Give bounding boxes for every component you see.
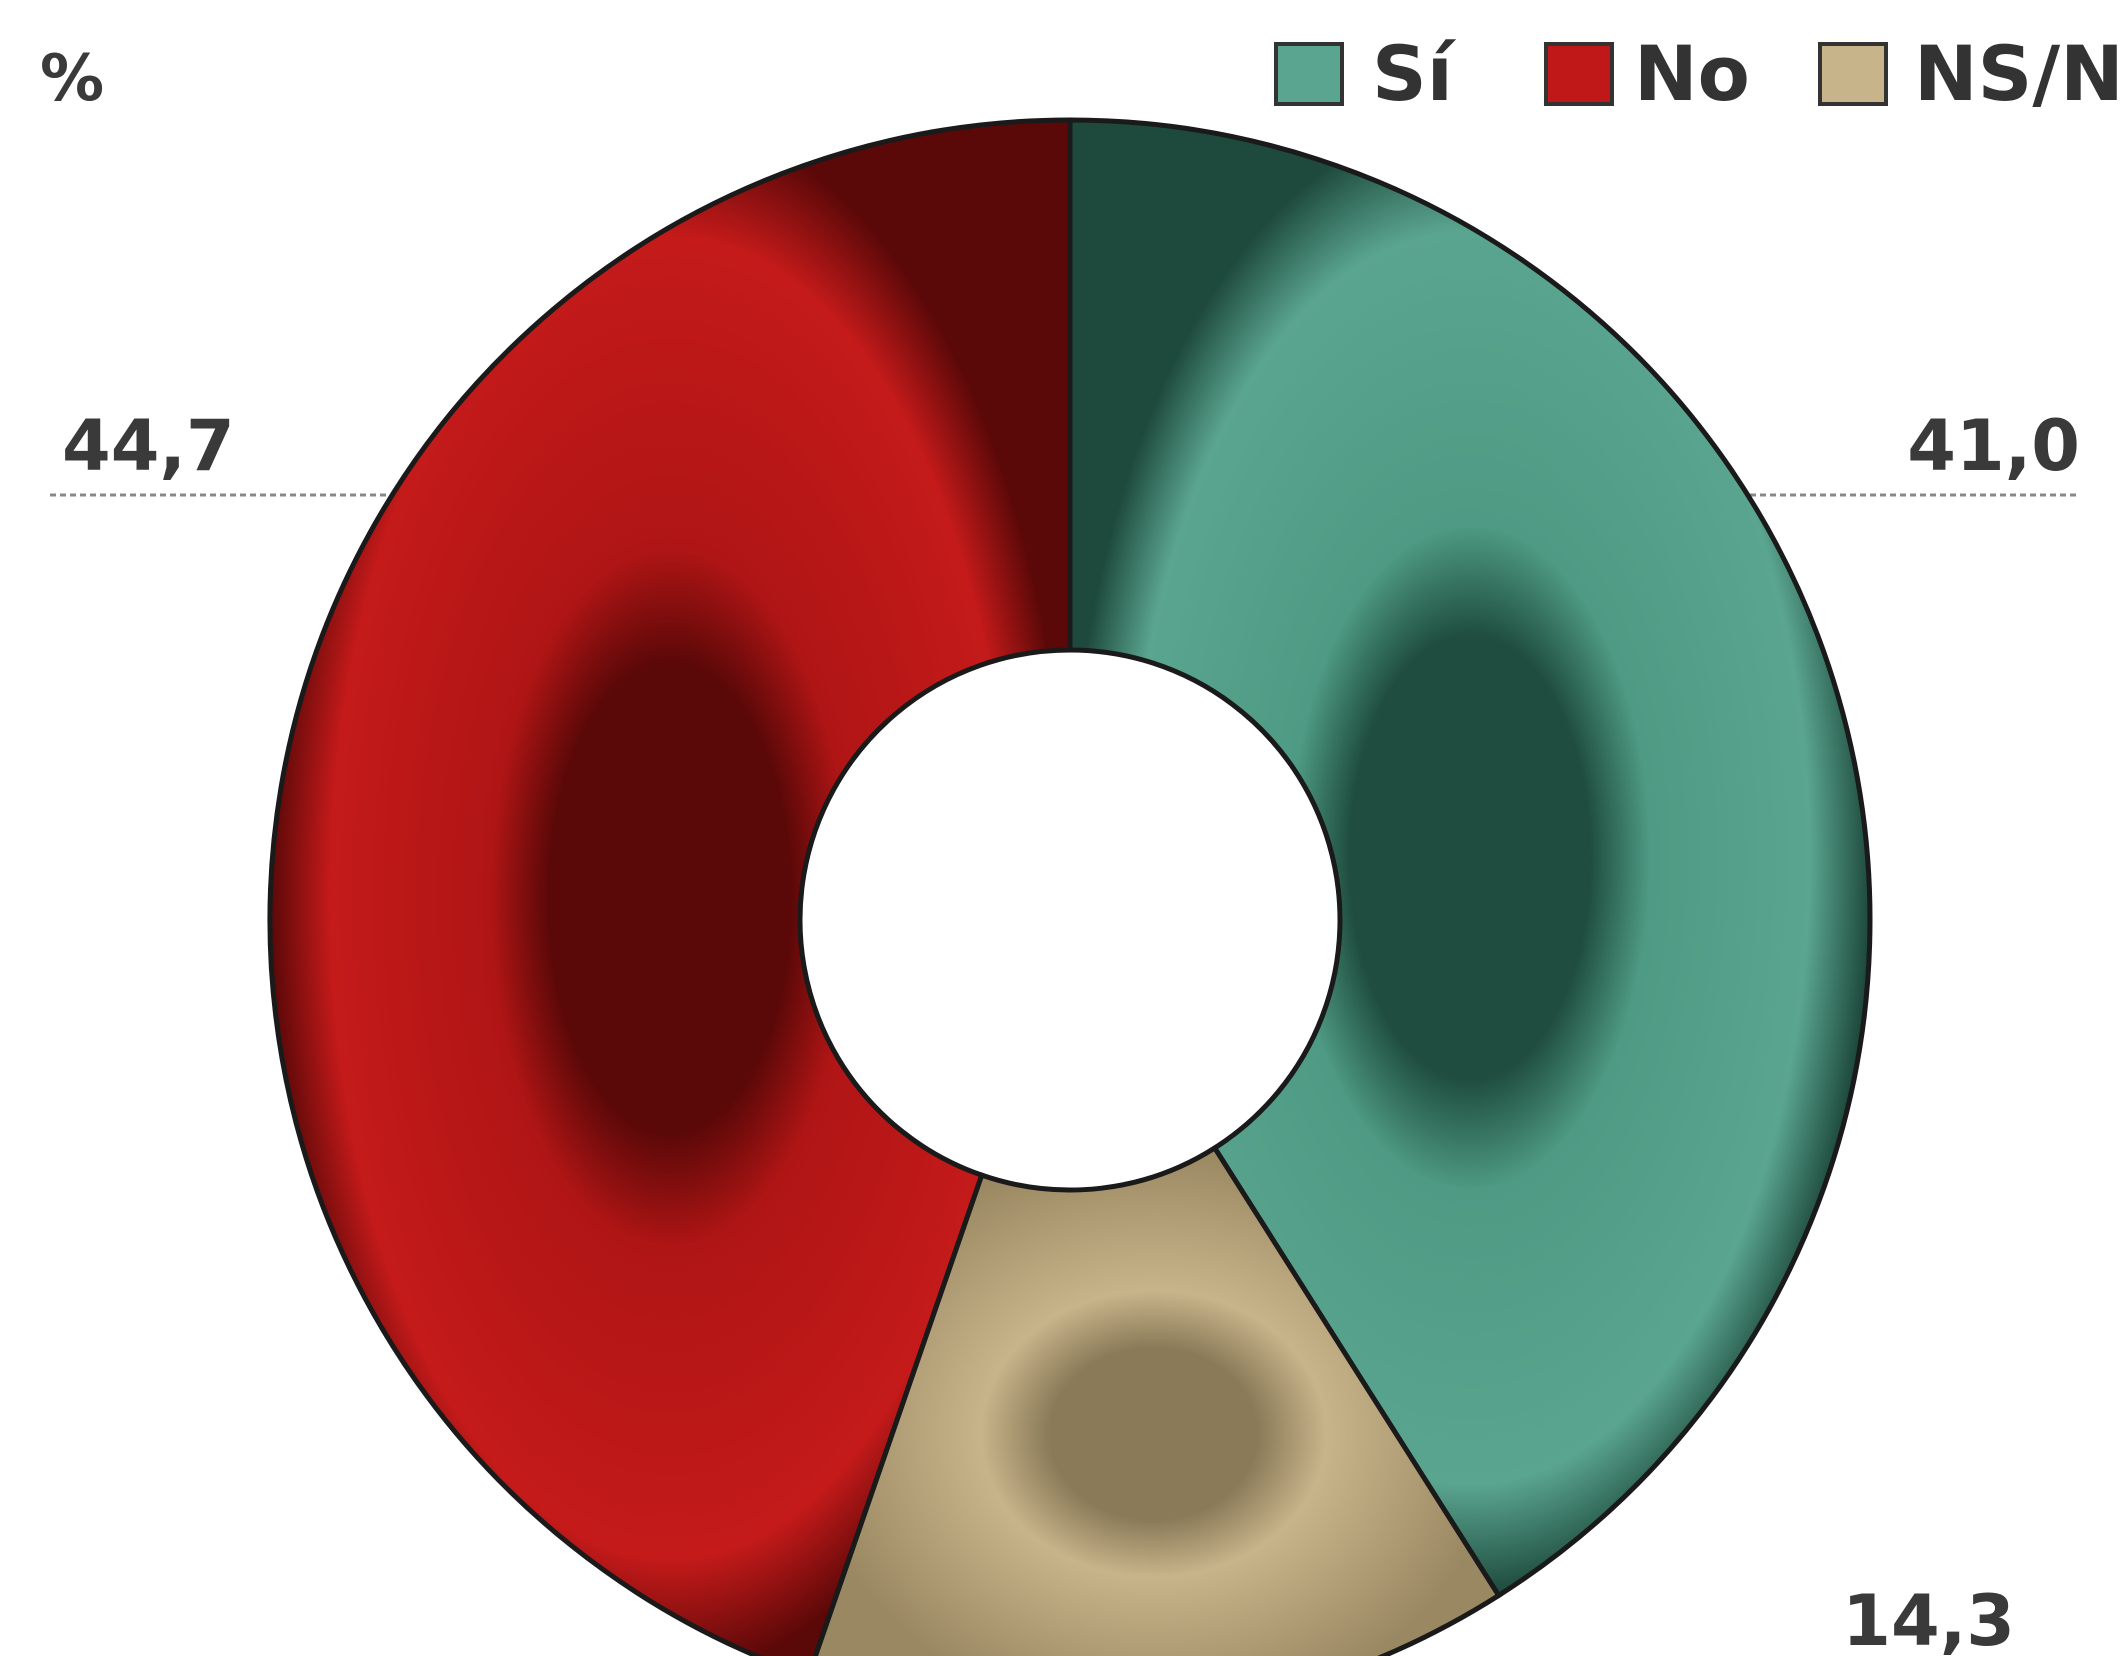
legend-label-no: No bbox=[1634, 29, 1750, 118]
unit-label: % bbox=[40, 42, 104, 116]
legend-item-nsnc: NS/NC bbox=[1818, 29, 2125, 118]
legend-swatch-nsnc bbox=[1818, 42, 1888, 106]
slice-nsnc bbox=[812, 1144, 1503, 1656]
legend-swatch-si bbox=[1274, 42, 1344, 106]
slice-si bbox=[1067, 117, 1873, 1599]
legend-item-no: No bbox=[1544, 29, 1750, 118]
legend-label-nsnc: NS/NC bbox=[1914, 29, 2125, 118]
donut-slices bbox=[267, 117, 1873, 1656]
value-label-nsnc: 14,3 bbox=[1842, 1580, 2015, 1656]
legend-label-si: Sí bbox=[1372, 29, 1457, 118]
legend-item-si: Sí bbox=[1274, 29, 1457, 118]
legend: Sí No NS/NC bbox=[1274, 29, 2125, 118]
slice-no bbox=[267, 117, 1073, 1656]
value-label-si: 41,0 bbox=[1907, 405, 2080, 487]
legend-swatch-no bbox=[1544, 42, 1614, 106]
value-label-no: 44,7 bbox=[62, 405, 235, 487]
